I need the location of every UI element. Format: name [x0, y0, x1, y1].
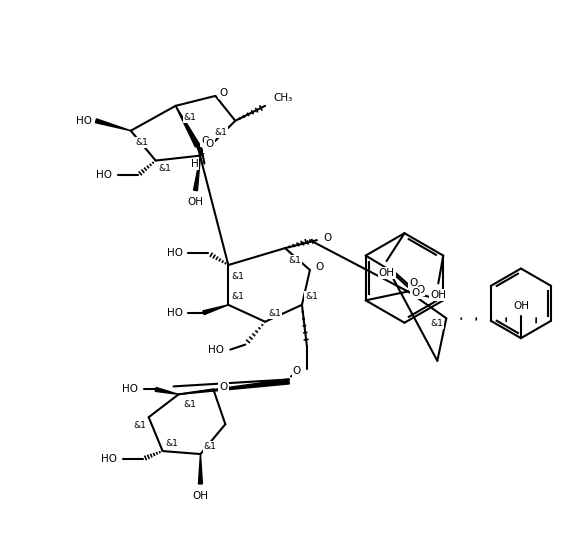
Text: &1: &1 — [136, 138, 149, 147]
Text: &1: &1 — [214, 128, 227, 137]
Text: OH: OH — [193, 491, 208, 501]
Text: OH: OH — [379, 268, 394, 278]
Text: &1: &1 — [288, 256, 301, 264]
Polygon shape — [155, 388, 178, 394]
Polygon shape — [176, 106, 200, 147]
Text: &1: &1 — [134, 421, 147, 430]
Text: HO: HO — [167, 308, 183, 318]
Text: O: O — [201, 136, 210, 146]
Polygon shape — [194, 156, 200, 191]
Text: HO: HO — [122, 384, 138, 394]
Text: CH₃: CH₃ — [273, 93, 292, 103]
Polygon shape — [176, 106, 204, 155]
Polygon shape — [203, 305, 228, 315]
Text: &1: &1 — [305, 292, 318, 301]
Polygon shape — [96, 119, 131, 131]
Text: O: O — [411, 288, 420, 299]
Text: HO: HO — [101, 454, 117, 464]
Text: &1: &1 — [184, 400, 197, 409]
Text: OH: OH — [187, 197, 204, 207]
Text: &1: &1 — [204, 143, 216, 152]
Text: O: O — [409, 279, 417, 288]
Text: &1: &1 — [268, 310, 281, 318]
Text: HO: HO — [167, 248, 183, 258]
Text: &1: &1 — [166, 439, 178, 447]
Text: O: O — [416, 285, 424, 295]
Text: OH: OH — [513, 301, 529, 311]
Text: O: O — [315, 262, 323, 272]
Text: &1: &1 — [231, 292, 244, 301]
Polygon shape — [198, 454, 203, 484]
Text: O: O — [220, 88, 228, 98]
Text: O: O — [220, 382, 228, 393]
Text: O: O — [293, 367, 301, 376]
Text: OH: OH — [430, 291, 446, 300]
Text: HO: HO — [76, 116, 92, 126]
Polygon shape — [178, 379, 289, 394]
Text: O: O — [324, 233, 332, 243]
Text: &1: &1 — [430, 319, 443, 328]
Text: &1: &1 — [158, 164, 171, 173]
Text: O: O — [220, 88, 228, 98]
Text: HO: HO — [208, 345, 224, 355]
Text: &1: &1 — [184, 113, 197, 122]
Text: HO: HO — [96, 171, 112, 180]
Text: &1: &1 — [231, 273, 244, 281]
Text: H: H — [191, 159, 198, 168]
Text: O: O — [205, 138, 214, 149]
Text: &1: &1 — [204, 441, 216, 451]
